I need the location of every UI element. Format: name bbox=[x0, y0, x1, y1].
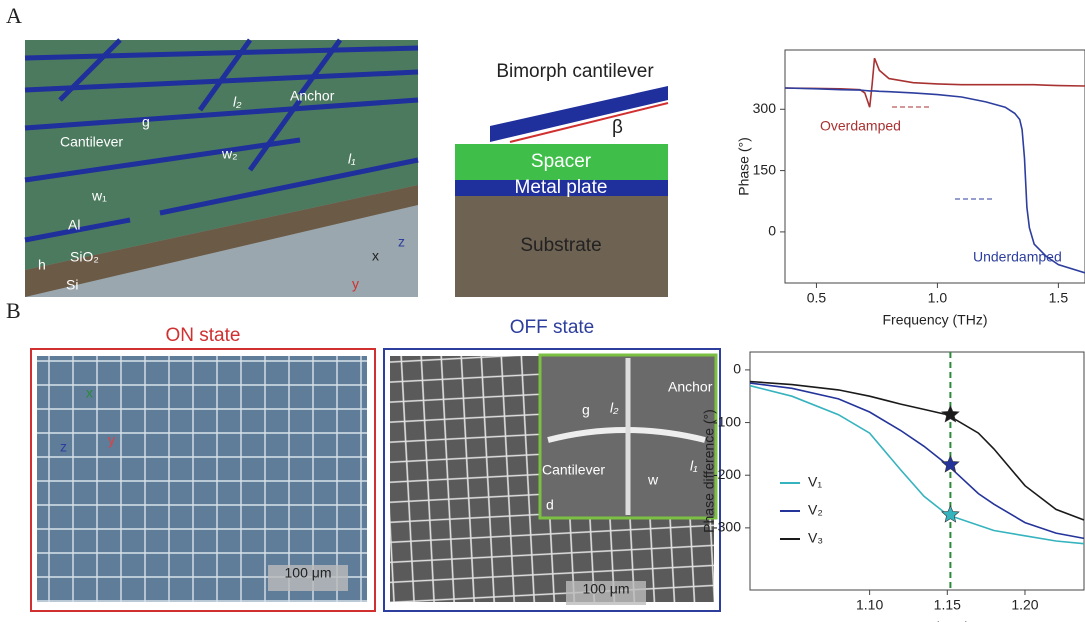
y-tick-label: -300 bbox=[713, 519, 741, 535]
plot-frame bbox=[750, 352, 1084, 590]
label: Al bbox=[68, 217, 80, 233]
panel-label: A bbox=[6, 3, 22, 28]
x-tick-label: 0.5 bbox=[807, 290, 827, 306]
label: Anchor bbox=[668, 379, 713, 395]
schematic: Cantilever g l₂ Anchor w₂ l₁ w₁ Al SiO₂ … bbox=[25, 40, 418, 297]
label: Anchor bbox=[290, 88, 335, 104]
legend-label: V₃ bbox=[808, 530, 823, 546]
label: g bbox=[582, 402, 590, 418]
label: Si bbox=[66, 277, 78, 293]
y-axis-label: Phase difference (°) bbox=[701, 409, 717, 533]
label: l₂ bbox=[610, 400, 619, 416]
label: Cantilever bbox=[60, 134, 123, 150]
series-line bbox=[785, 58, 1085, 107]
label: l₁ bbox=[348, 151, 356, 167]
annotation: Overdamped bbox=[820, 118, 901, 134]
series-line bbox=[750, 382, 1084, 521]
figure: A B Cantilever g l₂ Anchor w₂ l₁ w₁ Al S… bbox=[0, 0, 1085, 622]
label: w₁ bbox=[91, 188, 107, 204]
y-tick-label: 0 bbox=[733, 361, 741, 377]
series-line bbox=[750, 383, 1084, 538]
layer-label: Substrate bbox=[520, 235, 601, 256]
y-tick-label: 300 bbox=[753, 100, 777, 116]
y-tick-label: -100 bbox=[713, 413, 741, 429]
x-tick-label: 1.15 bbox=[934, 597, 961, 613]
y-tick-label: -200 bbox=[713, 466, 741, 482]
axis-label: z bbox=[398, 234, 405, 250]
x-tick-label: 1.20 bbox=[1011, 597, 1038, 613]
title: OFF state bbox=[510, 317, 594, 338]
label: l₂ bbox=[233, 94, 242, 110]
label: d bbox=[546, 497, 554, 513]
label: h bbox=[38, 257, 46, 273]
y-tick-label: 0 bbox=[768, 223, 776, 239]
label: w₂ bbox=[221, 146, 238, 162]
micrographs: ON state x y z 100 μm OFF state Anchor g… bbox=[31, 317, 720, 611]
x-tick-label: 1.10 bbox=[856, 597, 883, 613]
y-tick-label: 150 bbox=[753, 161, 777, 177]
label: w bbox=[647, 472, 659, 488]
cantilever bbox=[490, 86, 668, 142]
axis-label: y bbox=[352, 276, 359, 292]
annotation: Underdamped bbox=[973, 249, 1062, 265]
cross-section: Bimorph cantilever β Spacer Metal plate … bbox=[455, 61, 668, 297]
title: Bimorph cantilever bbox=[496, 61, 654, 82]
label: g bbox=[142, 114, 150, 130]
title: ON state bbox=[166, 325, 241, 346]
label: SiO₂ bbox=[70, 249, 99, 265]
star-marker bbox=[942, 456, 959, 472]
star-marker bbox=[942, 506, 959, 522]
axis-label: x bbox=[86, 385, 93, 401]
axis-label: z bbox=[60, 439, 67, 455]
layer-label: Metal plate bbox=[515, 177, 608, 198]
y-axis-label: Phase (°) bbox=[736, 137, 752, 196]
series-line bbox=[785, 88, 1085, 273]
x-axis-label: Frequency (THz) bbox=[882, 312, 987, 328]
scale-bar: 100 μm bbox=[583, 581, 630, 597]
panel-label: B bbox=[6, 298, 21, 323]
label: l₁ bbox=[690, 458, 698, 474]
legend-label: V₁ bbox=[808, 474, 822, 490]
label: Cantilever bbox=[542, 462, 605, 478]
series-line bbox=[750, 386, 1084, 544]
legend-label: V₂ bbox=[808, 502, 823, 518]
axis-label: y bbox=[108, 432, 115, 448]
x-tick-label: 1.5 bbox=[1049, 290, 1069, 306]
layer-label: Spacer bbox=[531, 151, 592, 172]
angle: β bbox=[612, 117, 623, 138]
scale-bar: 100 μm bbox=[285, 565, 332, 581]
axis-label: x bbox=[372, 248, 379, 264]
x-tick-label: 1.0 bbox=[928, 290, 948, 306]
